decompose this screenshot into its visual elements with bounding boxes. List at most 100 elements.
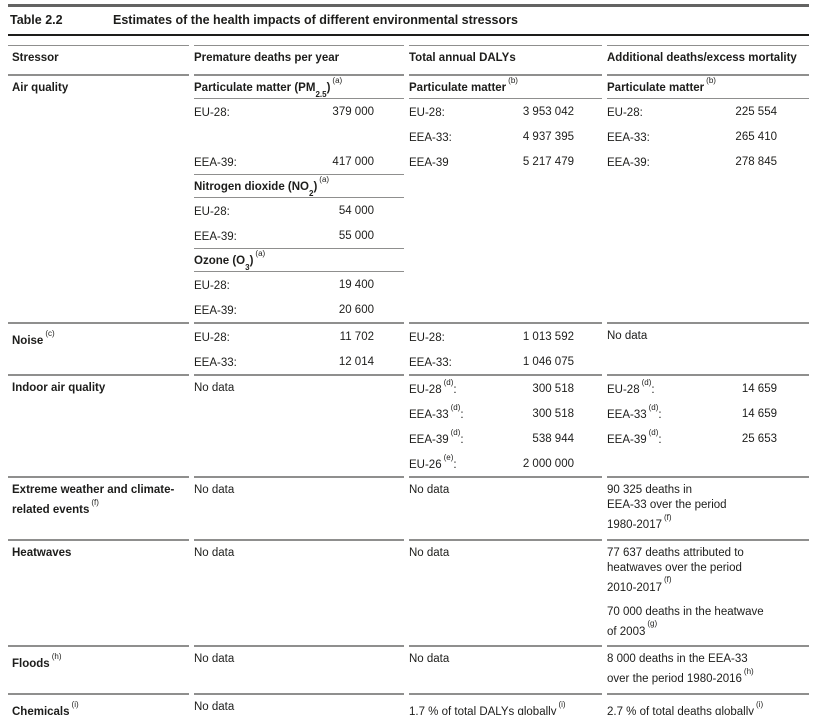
data-row: EU-26(e): 2 000 000 — [409, 451, 602, 476]
no-data-text: No data — [194, 484, 235, 496]
pm-mortality-block: Particulate matter(b) EU-28: 225 554 EEA… — [607, 76, 809, 174]
value: 1 013 592 — [522, 330, 574, 343]
data-row — [194, 124, 404, 149]
value: 265 410 — [735, 130, 777, 143]
data-row: EU-28: 1 013 592 — [409, 324, 602, 349]
no-data-text: No data — [409, 546, 450, 559]
cell-air-premature-deaths: Particulate matter (PM2.5)(a) EU-28: 379… — [194, 74, 404, 322]
column-header-row: Stressor Premature deaths per year Total… — [8, 45, 809, 74]
row-extreme-weather: Extreme weather and climate-related even… — [8, 476, 809, 539]
value: 300 518 — [532, 407, 574, 420]
region-label — [194, 129, 196, 144]
mortality-note: 70 000 deaths in the heatwave of 2003(g) — [607, 605, 764, 638]
stressor-name: Floods(h) — [8, 645, 189, 693]
stressor-name: Air quality — [8, 74, 189, 322]
region-label: EEA-33: — [607, 131, 650, 144]
cell-noise-mortality: No data — [607, 322, 809, 374]
data-row: EEA-39: 417 000 — [194, 149, 404, 174]
dalys-note: 1.7 % of total DALYs globally(i) — [409, 699, 566, 715]
data-row: EEA-39(d): 25 653 — [607, 426, 809, 451]
cell-indoor-deaths: No data — [194, 374, 404, 476]
value: 278 845 — [735, 155, 777, 168]
region-label: EU-28(d): — [607, 377, 655, 396]
region-label: EU-28(d): — [409, 377, 457, 396]
no-data-text: No data — [194, 382, 235, 394]
column-header-dalys: Total annual DALYs — [409, 45, 602, 74]
region-label: EU-28: — [194, 279, 230, 292]
region-label: EEA-39: — [607, 156, 650, 169]
row-air-quality: Air quality Particulate matter (PM2.5)(a… — [8, 74, 809, 322]
pollutant-header-pm: Particulate matter(b) — [409, 76, 602, 99]
region-label: EEA-39: — [194, 230, 237, 243]
region-label: EU-28: — [194, 331, 230, 344]
data-row: EU-28(d): 300 518 — [409, 376, 602, 401]
region-label: EU-26(e): — [409, 452, 457, 471]
value: 14 659 — [741, 382, 777, 395]
row-indoor-air: Indoor air quality No data EU-28(d): 300… — [8, 374, 809, 476]
region-label: EU-28: — [194, 205, 230, 218]
no-data-text: No data — [194, 701, 235, 714]
data-row: EU-28: 379 000 — [194, 99, 404, 124]
stressor-name: Chemicals(i) — [8, 693, 189, 715]
cell-extreme-deaths: No data — [194, 476, 404, 539]
cell-chemicals-deaths: No data — [194, 693, 404, 715]
table-number: Table 2.2 — [10, 13, 63, 27]
pollutant-header-pm: Particulate matter (PM2.5)(a) — [194, 76, 404, 99]
no-data-text: No data — [409, 484, 450, 496]
data-row: EU-28(d): 14 659 — [607, 376, 809, 401]
region-label: EEA-39(d): — [607, 427, 662, 446]
cell-noise-deaths: EU-28: 11 702 EEA-33: 12 014 — [194, 322, 404, 374]
cell-air-mortality: Particulate matter(b) EU-28: 225 554 EEA… — [607, 74, 809, 322]
value: 11 702 — [339, 330, 374, 343]
cell-indoor-dalys: EU-28(d): 300 518 EEA-33(d): 300 518 EEA… — [409, 374, 602, 476]
region-label: EEA-33(d): — [409, 402, 464, 421]
cell-floods-mortality: 8 000 deaths in the EEA-33 over the peri… — [607, 645, 809, 693]
no2-deaths-block: Nitrogen dioxide (NO2)(a) EU-28: 54 000 … — [194, 174, 404, 248]
pollutant-header-ozone: Ozone (O3)(a) — [194, 249, 404, 272]
pollutant-header-no2: Nitrogen dioxide (NO2)(a) — [194, 175, 404, 198]
data-row: EEA-33(d): 14 659 — [607, 401, 809, 426]
region-label: EEA-39: — [194, 156, 237, 169]
region-label: EEA-33: — [409, 356, 452, 369]
data-row: EEA-33: 1 046 075 — [409, 349, 602, 374]
data-row: EU-28: 3 953 042 — [409, 99, 602, 124]
region-label: EEA-33: — [194, 356, 237, 369]
table-title: Estimates of the health impacts of diffe… — [113, 13, 518, 27]
ozone-deaths-block: Ozone (O3)(a) EU-28: 19 400 EEA-39: 20 6… — [194, 248, 404, 322]
pm-deaths-block: Particulate matter (PM2.5)(a) EU-28: 379… — [194, 76, 404, 174]
data-row: EEA-39: 55 000 — [194, 223, 404, 248]
mortality-note: 2.7 % of total deaths globally(i) — [607, 699, 764, 715]
row-floods: Floods(h) No data No data 8 000 deaths i… — [8, 645, 809, 693]
region-label: EU-28: — [409, 331, 445, 344]
column-header-stressor: Stressor — [8, 45, 189, 74]
data-row: EEA-33: 12 014 — [194, 349, 404, 374]
value: 1 046 075 — [522, 355, 574, 368]
data-row: EU-28: 19 400 — [194, 272, 404, 297]
row-chemicals: Chemicals(i) No data 1.7 % of total DALY… — [8, 693, 809, 715]
value: 14 659 — [741, 407, 777, 420]
value: 225 554 — [735, 105, 777, 118]
cell-noise-dalys: EU-28: 1 013 592 EEA-33: 1 046 075 — [409, 322, 602, 374]
mortality-note: 90 325 deaths in EEA-33 over the period … — [607, 484, 727, 531]
mortality-note: 77 637 deaths attributed to heatwaves ov… — [607, 546, 744, 594]
cell-chemicals-mortality: 2.7 % of total deaths globally(i) — [607, 693, 809, 715]
region-label: EEA-39: — [194, 304, 237, 317]
value: 5 217 479 — [522, 155, 574, 168]
cell-floods-dalys: No data — [409, 645, 602, 693]
pm-dalys-block: Particulate matter(b) EU-28: 3 953 042 E… — [409, 76, 602, 174]
region-label: EU-28: — [194, 106, 230, 119]
data-row: EU-28: 11 702 — [194, 324, 404, 349]
cell-floods-deaths: No data — [194, 645, 404, 693]
region-label: EEA-39(d): — [409, 427, 464, 446]
stressor-name: Extreme weather and climate-related even… — [8, 476, 189, 539]
value: 2 000 000 — [522, 457, 574, 470]
region-label: EU-28: — [607, 106, 643, 119]
row-heatwaves: Heatwaves No data No data 77 637 deaths … — [8, 538, 809, 646]
value: 55 000 — [338, 229, 374, 242]
data-row: EEA-33: 4 937 395 — [409, 124, 602, 149]
cell-heatwaves-dalys: No data — [409, 538, 602, 646]
row-noise: Noise(c) EU-28: 11 702 EEA-33: 12 014 EU… — [8, 322, 809, 374]
value: 538 944 — [532, 432, 574, 445]
pollutant-header-pm: Particulate matter(b) — [607, 76, 809, 99]
